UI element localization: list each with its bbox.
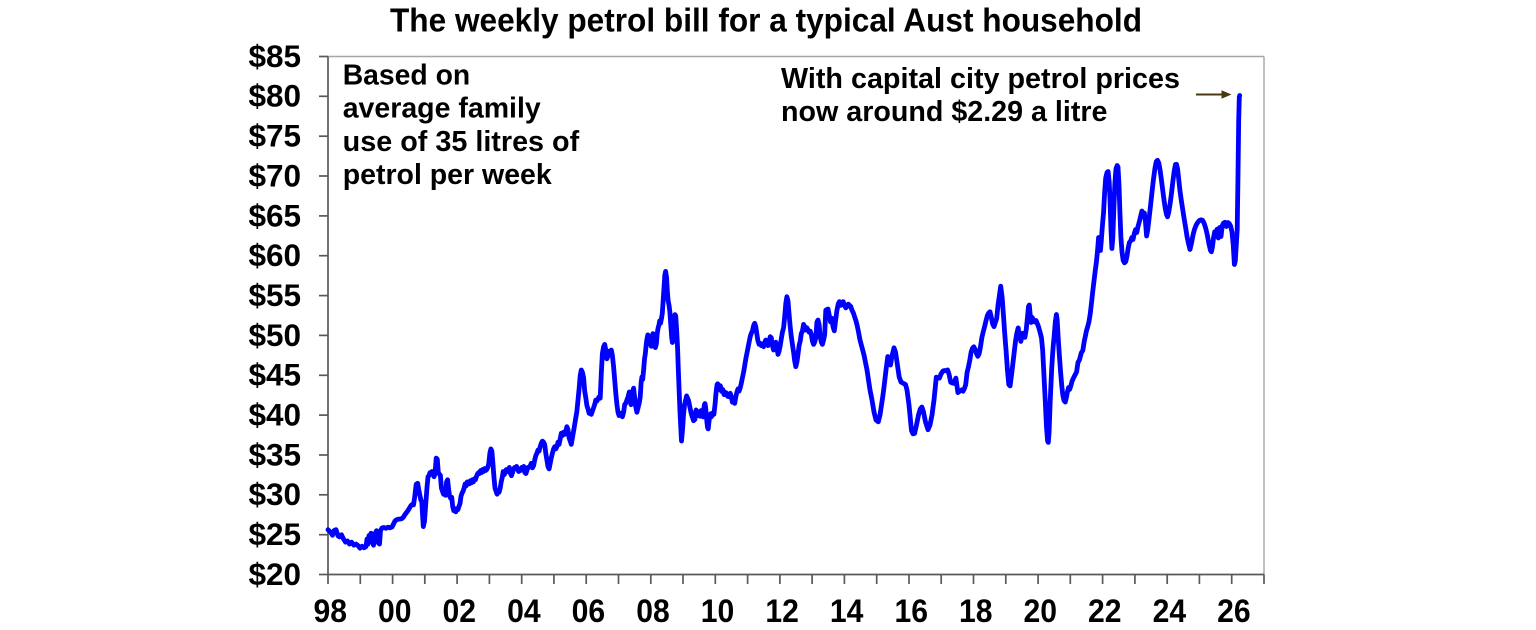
svg-text:10: 10 [701,593,735,629]
svg-text:$80: $80 [248,78,301,114]
svg-text:With capital city petrol price: With capital city petrol prices [781,63,1180,95]
svg-text:use of 35 litres of: use of 35 litres of [343,126,580,158]
svg-text:00: 00 [378,593,412,629]
svg-text:average family: average family [343,93,541,125]
svg-text:$65: $65 [248,197,301,233]
svg-text:02: 02 [443,593,477,629]
svg-text:$70: $70 [248,157,301,193]
svg-text:$45: $45 [248,357,301,393]
svg-text:04: 04 [507,593,541,629]
svg-text:98: 98 [313,593,347,629]
svg-text:08: 08 [636,593,670,629]
svg-text:14: 14 [830,593,864,629]
svg-text:$40: $40 [248,397,301,433]
svg-text:now around $2.29 a litre: now around $2.29 a litre [781,96,1108,128]
svg-text:$55: $55 [248,277,301,313]
svg-text:06: 06 [572,593,606,629]
svg-text:24: 24 [1153,593,1187,629]
svg-text:20: 20 [1024,593,1058,629]
svg-text:$30: $30 [248,476,301,512]
svg-text:The weekly petrol bill for a t: The weekly petrol bill for a typical Aus… [390,2,1142,39]
svg-text:$75: $75 [248,118,301,154]
svg-text:26: 26 [1217,593,1251,629]
svg-text:$50: $50 [248,317,301,353]
svg-text:$20: $20 [248,556,301,592]
svg-text:Based on: Based on [343,60,471,92]
svg-text:18: 18 [959,593,993,629]
svg-text:$85: $85 [248,38,301,74]
svg-text:12: 12 [765,593,799,629]
svg-text:$35: $35 [248,436,301,472]
svg-text:$25: $25 [248,516,301,552]
svg-text:petrol per week: petrol per week [343,159,552,191]
svg-text:$60: $60 [248,237,301,273]
svg-text:16: 16 [894,593,928,629]
svg-text:22: 22 [1088,593,1122,629]
